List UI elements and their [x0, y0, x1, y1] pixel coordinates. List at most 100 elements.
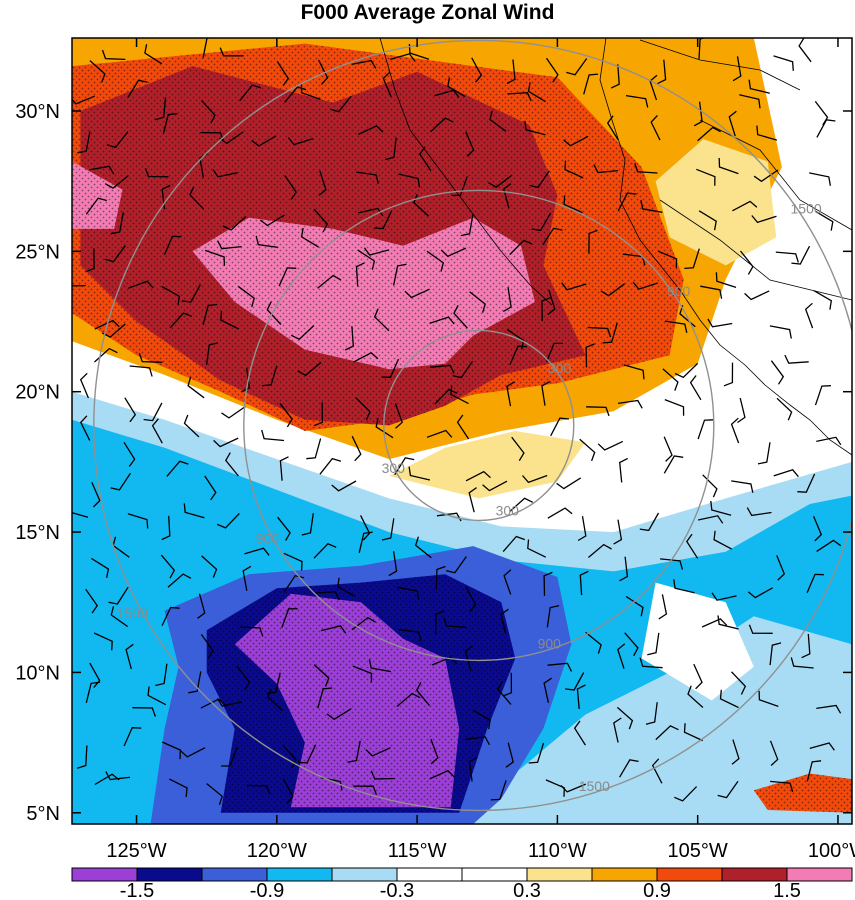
wind-barb	[693, 101, 703, 127]
wind-barb	[541, 297, 551, 322]
wind-barb	[353, 352, 379, 363]
wind-barb	[527, 539, 547, 558]
wind-barb	[797, 473, 816, 493]
wind-barb	[124, 397, 137, 423]
wind-barb	[623, 364, 645, 380]
wind-barb	[617, 399, 643, 409]
wind-barb	[816, 539, 842, 552]
wind-barb	[110, 472, 132, 491]
wind-barb	[151, 418, 163, 444]
wind-barb	[144, 167, 169, 178]
wind-barb	[639, 657, 663, 669]
wind-barb	[212, 168, 238, 178]
wind-barb	[624, 632, 639, 657]
wind-barb	[216, 513, 240, 529]
wind-barb	[696, 168, 716, 186]
wind-barb	[684, 248, 700, 270]
wind-barb	[542, 227, 563, 246]
wind-barb	[505, 742, 514, 768]
wind-barb	[511, 436, 525, 462]
wind-barb	[356, 171, 379, 184]
wind-barb	[284, 175, 297, 200]
wind-barb	[237, 285, 255, 308]
wind-barb	[773, 469, 799, 478]
wind-barb	[404, 288, 430, 299]
wind-barb	[351, 616, 376, 631]
wind-barb	[663, 455, 684, 474]
wind-barb	[300, 227, 320, 248]
wind-barb	[430, 117, 454, 133]
wind-barb	[220, 311, 239, 330]
wind-barb	[244, 547, 270, 556]
x-tick-label: 105°W	[668, 840, 728, 862]
wind-barb	[413, 193, 430, 217]
wind-barb	[625, 94, 649, 108]
wind-barb	[770, 780, 794, 792]
wind-barb	[502, 672, 513, 697]
wind-barb	[588, 229, 598, 254]
wind-barb	[216, 698, 242, 707]
wind-barb	[713, 530, 733, 550]
wind-barb	[450, 385, 469, 405]
wind-barb	[426, 250, 445, 272]
wind-barb	[262, 365, 278, 387]
wind-barb	[577, 516, 587, 542]
wind-barb	[698, 210, 717, 231]
wind-barb	[358, 207, 384, 217]
wind-barb	[201, 555, 218, 578]
wind-barb	[613, 519, 623, 545]
wind-barb	[547, 289, 556, 316]
wind-barb	[770, 360, 785, 385]
wind-barb	[200, 99, 216, 124]
wind-barb	[110, 212, 124, 235]
colorbar-label: -1.5	[120, 880, 154, 900]
wind-barb	[748, 624, 773, 634]
wind-barb	[527, 82, 546, 103]
wind-barb	[297, 361, 322, 377]
wind-barb	[619, 556, 629, 582]
wind-barb	[717, 615, 739, 630]
wind-barb	[647, 632, 660, 656]
wind-barb	[267, 688, 284, 712]
state-border	[639, 39, 852, 301]
wind-barb	[431, 656, 458, 666]
wind-barb	[529, 170, 550, 189]
wind-barb	[488, 174, 513, 188]
wind-barb	[251, 135, 277, 147]
chart-title: F000 Average Zonal Wind	[300, 1, 555, 24]
wind-barb	[814, 385, 831, 406]
wind-barb	[693, 663, 703, 690]
wind-barb	[105, 771, 130, 781]
y-tick-label: 25°N	[15, 241, 60, 263]
wind-barb	[509, 239, 533, 256]
wind-barb	[815, 210, 834, 231]
wind-barb	[430, 364, 455, 374]
wind-barb	[737, 397, 746, 424]
wind-barb	[547, 662, 573, 672]
wind-barb	[315, 591, 340, 601]
wind-barb	[509, 497, 533, 513]
wind-barb	[394, 403, 403, 429]
wind-barb	[183, 503, 205, 519]
y-tick-label: 20°N	[15, 382, 60, 404]
x-axis: 125°W 120°W 115°W 110°W 105°W 100°W	[106, 38, 855, 862]
wind-barb	[563, 135, 589, 147]
wind-barb	[101, 49, 126, 61]
range-ring-label: 900	[667, 283, 691, 299]
wind-barb	[155, 663, 168, 687]
wind-barb	[700, 285, 723, 299]
wind-barb	[697, 515, 724, 524]
wind-barb	[443, 617, 467, 629]
wind-barb	[161, 515, 171, 541]
wind-barb	[804, 302, 814, 329]
wind-barb	[816, 436, 842, 446]
range-ring-label: 900	[538, 636, 562, 652]
wind-barb	[222, 216, 247, 231]
wind-barb	[744, 290, 770, 301]
coastline	[379, 38, 553, 306]
range-ring	[383, 329, 575, 522]
wind-barb	[660, 558, 684, 570]
range-ring-label: 1500	[117, 605, 148, 621]
wind-barb	[456, 414, 470, 440]
wind-barb	[543, 677, 552, 703]
